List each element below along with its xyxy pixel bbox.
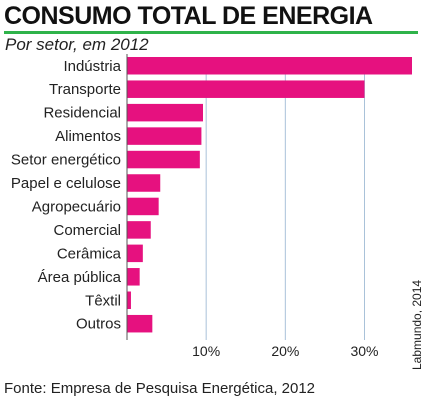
bar: [127, 103, 203, 122]
category-label: Têxtil: [85, 292, 121, 309]
category-label: Cerâmica: [57, 245, 122, 262]
category-label: Setor energético: [11, 152, 121, 169]
bar: [127, 314, 153, 333]
bar: [127, 268, 140, 286]
category-label: Indústria: [63, 58, 121, 75]
bar: [127, 57, 412, 75]
bar: [127, 127, 202, 145]
category-label: Comercial: [53, 222, 121, 239]
category-label: Transporte: [49, 81, 121, 98]
category-label: Residencial: [43, 105, 121, 122]
x-axis-tick-labels: 10% 20% 30%: [192, 343, 378, 359]
bar: [127, 221, 151, 239]
source-note: Fonte: Empresa de Pesquisa Energética, 2…: [4, 380, 316, 397]
x-tick-label: 30%: [350, 343, 378, 359]
chart-subtitle: Por setor, em 2012: [5, 35, 149, 54]
x-tick-label: 10%: [192, 343, 220, 359]
grid-lines: [205, 57, 365, 340]
category-label: Outros: [76, 316, 121, 333]
bar: [127, 291, 131, 309]
credit-note: Labmundo, 2014: [410, 279, 422, 370]
chart-title: CONSUMO TOTAL DE ENERGIA: [4, 2, 373, 30]
bar: [127, 244, 143, 263]
category-labels: Indústria Transporte Residencial Alimentos S…: [11, 58, 122, 333]
category-label: Agropecuário: [32, 198, 121, 215]
category-label: Alimentos: [55, 128, 121, 145]
bar: [127, 174, 161, 192]
bar: [127, 197, 159, 216]
category-label: Área pública: [38, 269, 122, 286]
bar: [127, 150, 200, 169]
bars: [127, 57, 412, 333]
title-divider: [4, 31, 418, 34]
bar: [127, 80, 365, 98]
x-tick-label: 20%: [271, 343, 299, 359]
category-label: Papel e celulose: [11, 175, 121, 192]
